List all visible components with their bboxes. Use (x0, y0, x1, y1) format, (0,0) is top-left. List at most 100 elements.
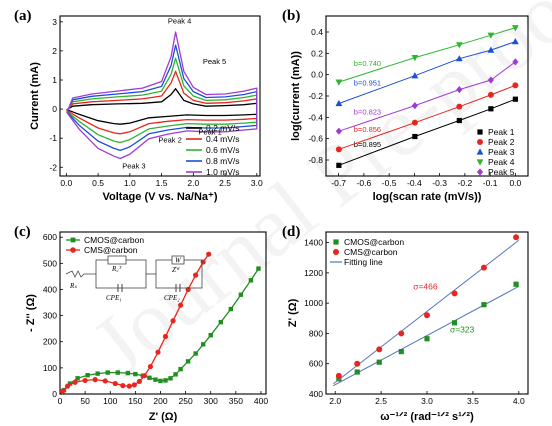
data-point (162, 333, 169, 340)
y-tick-label: 800 (309, 328, 323, 338)
equivalent-circuit-inset: Rₛ R꜀ᵀ CPE₁ WZᵂ CPE₂ (65, 255, 203, 302)
x-tick-label: -0.2 (458, 178, 473, 188)
legend-label: 1.0 mV/s (206, 167, 240, 177)
data-point (511, 38, 519, 45)
chart-panel-a: 0.0 0.5 1.0 1.5 2.0 2.5 3.0 -2 -1 0 1 2 3 Voltage (V … (14, 8, 263, 203)
data-point (513, 234, 520, 241)
circuit-label: W (175, 257, 182, 265)
x-tick-label: 0.0 (509, 178, 521, 188)
y-tick-label: -2 (49, 162, 57, 172)
data-point (131, 382, 137, 388)
y-tick-label: 0.0 (311, 70, 323, 80)
data-point (411, 72, 419, 79)
y-axis-title: - Z'' (Ω) (25, 294, 37, 332)
x-axis-title: Voltage (V vs. Na/Na⁺) (102, 191, 217, 203)
data-point (120, 383, 126, 389)
data-point (126, 383, 132, 389)
data-point (173, 372, 178, 377)
x-tick-label: 300 (204, 396, 218, 406)
legend-swatch (333, 249, 339, 255)
y-tick-label: 0.4 (311, 27, 323, 37)
data-point (256, 266, 261, 271)
y-tick-label: 2 (52, 46, 57, 56)
data-point (133, 371, 138, 377)
fit-line (338, 27, 516, 83)
panel-label: (a) (14, 8, 32, 24)
x-tick-label: 2.5 (375, 396, 387, 406)
panel-label: (c) (14, 224, 31, 240)
slope-label: b=0.951 (354, 79, 381, 88)
chart-panel-d: 2.0 2.5 3.0 3.5 4.0 400 600 800 1000 1200 1400 ω⁻¹ᐟ… (282, 224, 529, 423)
data-point (354, 360, 361, 367)
legend-label: Peak 3 (488, 147, 515, 157)
x-tick-label: 150 (128, 396, 142, 406)
y-tick-label: 400 (309, 389, 323, 399)
data-point (376, 359, 382, 365)
data-point (105, 370, 110, 375)
x-tick-label: 3.5 (467, 396, 479, 406)
x-tick-label: 50 (80, 396, 90, 406)
y-tick-label: 600 (43, 232, 57, 242)
circuit-label: CPE₁ (106, 294, 122, 302)
data-point (398, 330, 405, 337)
y-tick-label: 200 (43, 337, 57, 347)
data-point (487, 91, 494, 98)
x-tick-label: -0.1 (483, 178, 498, 188)
x-axis-title: Z' (Ω) (149, 411, 178, 423)
x-tick-label: 250 (179, 396, 193, 406)
x-tick-label: 0 (58, 396, 63, 406)
data-point (112, 380, 118, 387)
x-tick-label: 1.5 (156, 178, 168, 188)
data-point (481, 302, 487, 308)
data-point (158, 378, 163, 384)
legend-label: Peak 4 (488, 157, 515, 167)
data-point (248, 278, 254, 283)
x-tick-label: 3.0 (421, 396, 433, 406)
data-point (64, 383, 71, 389)
y-tick-label: 1000 (304, 298, 323, 308)
y-tick-label: -0.2 (308, 91, 323, 101)
slope-label: b=0.895 (354, 140, 381, 149)
legend-swatch (477, 139, 483, 145)
data-point (451, 290, 458, 297)
y-tick-label: -0.4 (308, 112, 323, 122)
x-tick-label: -0.7 (331, 178, 346, 188)
x-tick-label: -0.3 (432, 178, 447, 188)
data-point (354, 369, 360, 375)
data-point (178, 366, 183, 372)
legend-swatch (333, 239, 339, 245)
peak-annotation: Peak 3 (122, 162, 145, 171)
y-tick-label: 0 (52, 389, 57, 399)
legend-label: Peak 2 (488, 137, 515, 147)
plot-frame (59, 15, 261, 177)
data-point (335, 146, 342, 153)
data-point (424, 312, 430, 319)
data-point (92, 377, 98, 383)
data-point (147, 363, 154, 370)
x-tick-label: 3.0 (251, 178, 263, 188)
y-axis-title: Current (mA) (29, 62, 41, 130)
data-point (513, 281, 519, 287)
legend-marker (70, 247, 76, 253)
y-tick-label: -1 (49, 133, 57, 143)
y-tick-label: 3 (52, 17, 57, 27)
fitting-line (333, 239, 520, 385)
resistor-rs (65, 270, 96, 278)
x-axis-title: ω⁻¹ᐟ² (rad⁻¹ᐟ² s¹ᐟ²) (380, 411, 474, 423)
x-tick-label: 2.5 (219, 178, 231, 188)
data-point (185, 359, 191, 364)
data-point (456, 117, 462, 124)
data-point (512, 96, 518, 102)
y-tick-label: 400 (43, 284, 57, 294)
data-point (336, 162, 342, 168)
data-point (376, 346, 383, 353)
x-axis-title: log(scan rate (mV/s)) (373, 191, 482, 203)
data-point (455, 55, 463, 62)
data-point (336, 376, 342, 382)
y-axis-title: log(current (mA)) (290, 51, 302, 141)
data-point (170, 318, 176, 324)
x-tick-label: 1.0 (124, 178, 136, 188)
peak-annotation: Peak 5 (203, 57, 226, 66)
data-point (200, 342, 206, 347)
legend-label: 0.8 mV/s (206, 156, 240, 166)
